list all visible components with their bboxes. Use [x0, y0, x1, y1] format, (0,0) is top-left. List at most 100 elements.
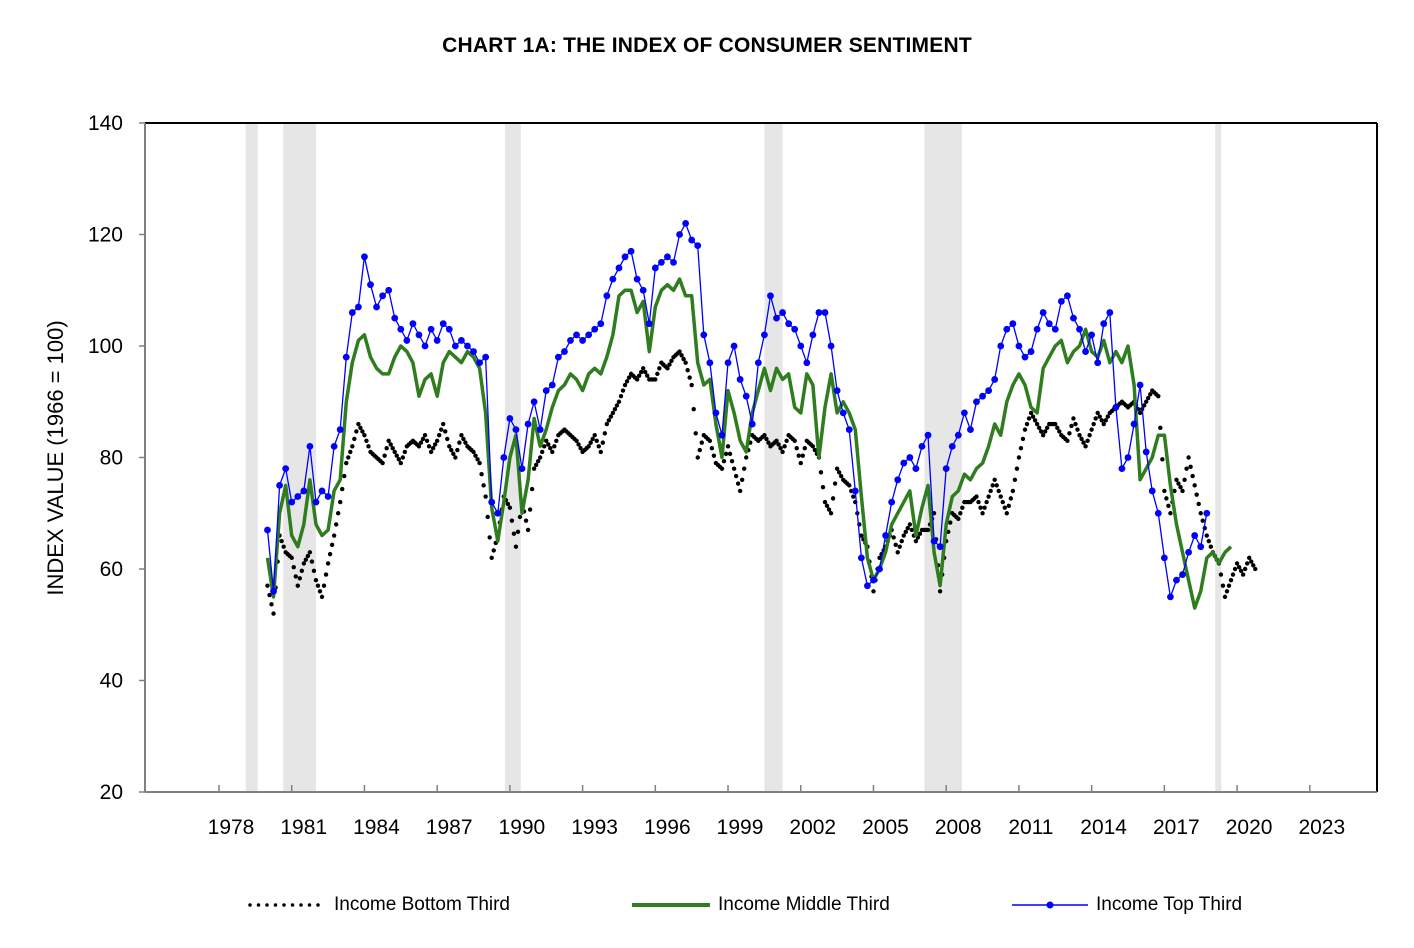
- x-tick-label: 1987: [426, 816, 473, 839]
- data-point: [857, 554, 865, 562]
- data-point: [682, 219, 690, 227]
- data-point: [760, 434, 765, 440]
- recession-band: [924, 123, 962, 792]
- data-point: [1141, 403, 1147, 408]
- data-point: [1180, 488, 1185, 494]
- data-point: [996, 488, 1001, 494]
- data-point: [1167, 593, 1174, 601]
- data-point: [267, 592, 272, 598]
- data-point: [1117, 401, 1123, 406]
- data-point: [427, 325, 435, 333]
- data-point: [1091, 421, 1096, 427]
- x-tick-label: 2011: [1008, 816, 1053, 839]
- data-point: [609, 275, 617, 283]
- data-point: [318, 487, 326, 495]
- data-point: [651, 264, 659, 272]
- data-point: [443, 429, 448, 434]
- data-point: [432, 442, 438, 447]
- x-tick-label: 2008: [935, 816, 982, 839]
- data-point: [688, 236, 696, 244]
- data-point: [812, 447, 818, 453]
- data-point: [620, 388, 626, 393]
- data-point: [923, 527, 929, 533]
- data-point: [421, 342, 429, 350]
- data-point: [839, 409, 847, 417]
- data-point: [992, 477, 997, 482]
- data-point: [888, 498, 896, 506]
- data-point: [832, 481, 838, 486]
- data-point: [342, 473, 347, 479]
- data-point: [420, 436, 426, 442]
- data-point: [281, 544, 286, 549]
- data-point: [954, 431, 962, 439]
- data-point: [1057, 429, 1062, 434]
- x-tick-label: 2002: [789, 816, 836, 839]
- data-point: [485, 514, 490, 520]
- data-point: [447, 444, 452, 449]
- data-point: [507, 505, 513, 510]
- data-point: [603, 292, 611, 300]
- data-point: [711, 453, 717, 458]
- data-point: [638, 369, 644, 375]
- recession-band: [245, 123, 258, 792]
- data-point: [408, 440, 414, 445]
- data-point: [687, 375, 692, 380]
- data-point: [669, 358, 674, 364]
- data-point: [288, 498, 296, 506]
- data-point: [608, 414, 614, 419]
- data-point: [323, 572, 329, 577]
- data-point: [982, 505, 987, 510]
- y-tick-label: 80: [100, 447, 123, 470]
- data-point: [796, 453, 801, 458]
- data-point: [476, 359, 483, 367]
- data-point: [335, 511, 341, 516]
- data-point: [271, 611, 276, 616]
- data-point: [994, 483, 999, 488]
- data-point: [422, 433, 428, 438]
- data-point: [912, 465, 920, 473]
- data-point: [906, 454, 914, 461]
- data-point: [1106, 309, 1114, 316]
- data-point: [700, 331, 708, 339]
- data-point: [590, 436, 595, 442]
- data-point: [1067, 431, 1072, 436]
- data-point: [794, 446, 799, 451]
- data-point: [315, 583, 321, 588]
- data-point: [1087, 433, 1092, 438]
- data-point: [790, 436, 795, 442]
- series-income-middle-third: [265, 277, 1233, 610]
- data-point: [1045, 425, 1050, 430]
- data-point: [537, 455, 543, 460]
- data-point: [845, 481, 850, 486]
- data-point: [463, 440, 468, 445]
- data-point: [1064, 292, 1071, 300]
- data-point: [379, 292, 387, 300]
- data-point: [1112, 403, 1120, 411]
- y-tick-label: 100: [88, 335, 123, 358]
- data-point: [346, 455, 351, 460]
- data-point: [594, 438, 599, 443]
- data-point: [531, 466, 537, 471]
- data-point: [1010, 488, 1016, 494]
- data-point: [882, 532, 889, 539]
- data-point: [455, 447, 460, 453]
- data-point: [930, 537, 938, 545]
- data-point: [321, 583, 327, 588]
- data-point: [610, 410, 616, 416]
- data-point: [936, 543, 944, 551]
- data-point: [544, 438, 549, 443]
- data-point: [1249, 559, 1254, 564]
- data-point: [1051, 325, 1059, 333]
- data-point: [518, 465, 526, 473]
- recession-band: [1215, 123, 1222, 792]
- data-point: [1032, 418, 1038, 423]
- data-point: [600, 440, 605, 445]
- data-point: [596, 444, 601, 449]
- data-point: [1085, 438, 1090, 443]
- data-point: [822, 499, 828, 505]
- data-point: [1179, 571, 1186, 578]
- data-point: [954, 514, 959, 520]
- data-point: [683, 360, 688, 365]
- data-point: [978, 505, 983, 510]
